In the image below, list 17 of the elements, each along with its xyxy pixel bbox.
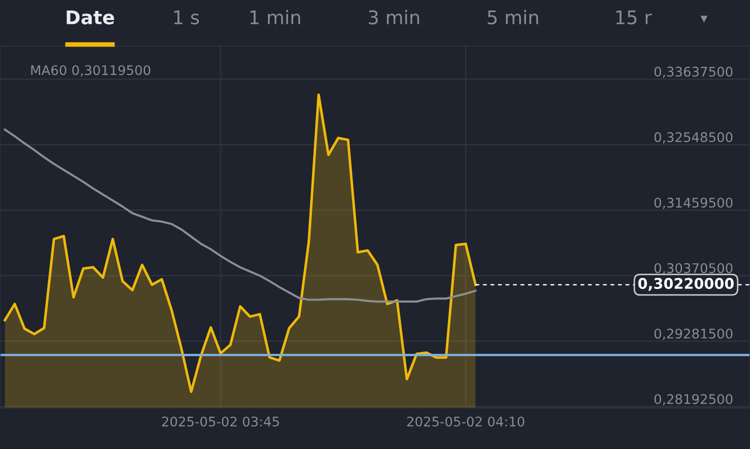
text: 15 r (616, 10, 652, 24)
text: 1 s (174, 10, 199, 24)
y-tick-label: 0,29281500 (654, 328, 732, 340)
text: 3 min (368, 10, 420, 24)
text: Date (66, 10, 114, 24)
x-tick-label: 2025-05-02 04:10 (407, 416, 524, 427)
ref-line-label: 0,30220000 (638, 278, 734, 291)
y-tick-label: 0,28192500 (654, 394, 732, 406)
y-tick-label: 0,31459500 (654, 198, 732, 209)
x-tick-label: 2025-05-02 03:45 (162, 416, 279, 427)
text: ▾ (700, 16, 708, 23)
y-tick-label: 0,30370500 (654, 263, 732, 274)
text: 1 min (250, 10, 300, 24)
y-tick-label: 0,32548500 (654, 132, 732, 144)
text: 5 min (488, 10, 538, 24)
y-tick-label: 0,33637500 (654, 66, 732, 78)
text: MA60 0,30119500 (31, 65, 150, 77)
